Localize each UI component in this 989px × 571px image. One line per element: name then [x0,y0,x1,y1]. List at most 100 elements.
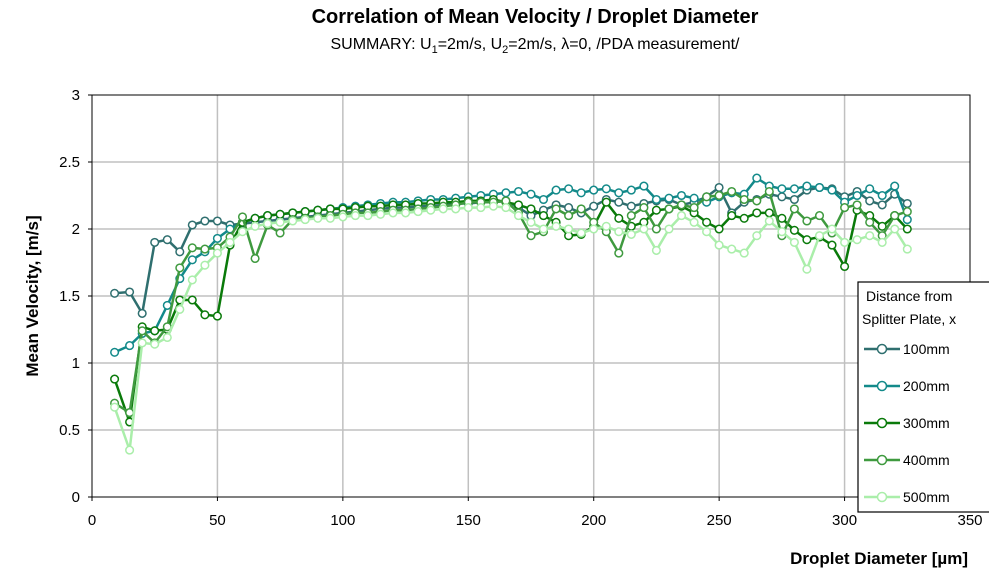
legend-item: 300mm [864,415,950,431]
x-tick-label: 250 [707,512,732,529]
x-axis-title: Droplet Diameter [µm] [790,549,968,568]
data-point [137,326,147,336]
data-point [764,216,774,226]
y-tick-label: 2.5 [59,154,80,171]
data-point [639,203,649,213]
data-point [689,203,699,213]
data-point [840,203,850,213]
data-point [137,308,147,318]
data-point [451,204,461,214]
data-point [589,224,599,234]
data-point [827,240,837,250]
data-point [840,237,850,247]
data-point [526,231,536,241]
x-tick-label: 50 [209,512,226,529]
subtitle-mid1: =2m/s, U [437,36,503,53]
data-point [538,211,549,221]
data-point [250,213,260,223]
data-point [212,311,222,321]
y-tick-label: 3 [72,87,80,104]
data-point [263,211,273,221]
data-point [777,227,787,237]
x-tick-label: 100 [330,512,355,529]
data-point [752,196,762,206]
data-point [564,184,574,194]
legend-label: 100mm [903,341,950,357]
data-point [363,211,373,221]
data-point [200,216,210,226]
data-point [714,182,724,193]
data-point [651,224,661,234]
legend-label: 300mm [903,415,950,431]
data-point [313,213,323,223]
data-point [564,203,574,213]
data-point [902,198,912,209]
data-point [827,185,837,195]
data-point [814,182,825,193]
data-point [664,204,674,214]
data-point [175,247,185,257]
data-point [814,211,825,221]
data-point [589,201,599,211]
legend-item: 500mm [864,489,950,505]
data-point [601,197,611,207]
data-point [651,194,661,205]
data-point [651,205,661,215]
data-point [764,208,774,218]
data-point [125,408,135,418]
data-point [212,233,222,243]
data-point [275,217,285,227]
data-point [752,231,762,241]
data-point [777,184,787,194]
data-point [513,200,524,210]
data-point [626,229,636,239]
legend-swatch-marker [876,343,888,355]
data-point [150,237,160,247]
data-point [865,217,875,227]
data-point [438,204,448,214]
data-point [413,207,423,217]
data-point [626,211,636,221]
legend-box [857,281,989,513]
data-point [426,205,436,215]
subtitle-prefix: SUMMARY: U [330,36,432,53]
data-point [727,244,737,254]
data-point [501,203,511,213]
data-point [902,244,912,254]
data-point [187,220,197,230]
data-point [614,248,624,258]
data-point [551,185,561,195]
data-point [777,192,787,202]
data-point [789,237,799,247]
data-point [702,227,712,237]
data-point [325,213,335,223]
data-point [162,235,172,245]
data-point [689,193,699,203]
legend-label: 500mm [903,489,950,505]
data-point [488,201,498,211]
data-point [614,227,624,237]
data-point [237,227,248,237]
legend-item: 400mm [864,452,950,468]
data-point [676,200,687,210]
data-point [263,219,273,229]
data-point [463,203,473,213]
data-point [789,194,799,205]
data-point [250,253,260,264]
data-point [714,240,724,250]
data-point [125,341,135,351]
data-point [200,310,210,320]
data-point [110,288,120,298]
legend-swatch-marker [876,491,888,503]
data-point [877,237,887,247]
data-point [639,224,649,234]
data-point [676,190,687,201]
data-point [727,186,737,197]
data-point [501,188,511,198]
x-tick-label: 200 [581,512,606,529]
y-tick-label: 2 [72,221,80,238]
data-point [212,248,222,258]
data-point [865,196,875,206]
data-point [300,215,310,225]
data-point [110,374,120,384]
